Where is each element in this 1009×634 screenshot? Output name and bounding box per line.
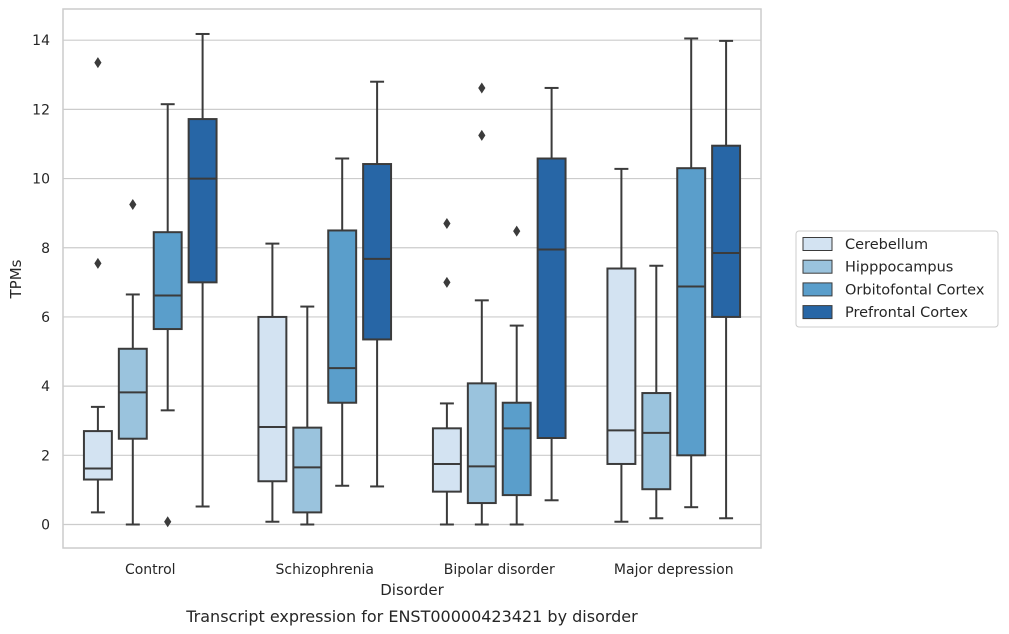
box-body [466, 382, 497, 505]
box [431, 218, 462, 526]
series-0 [82, 57, 637, 526]
y-tick-label: 2 [41, 448, 50, 464]
outlier-point [164, 516, 172, 528]
figure-caption: Transcript expression for ENST0000042342… [185, 607, 638, 626]
box [536, 86, 567, 502]
outlier-point [478, 129, 486, 141]
box [292, 305, 323, 526]
box [362, 80, 393, 488]
y-tick-label: 4 [41, 379, 50, 395]
series-2 [152, 37, 707, 528]
box-series [82, 32, 742, 528]
y-tick-label: 14 [32, 33, 50, 49]
box-body [257, 315, 288, 483]
box-body [292, 426, 323, 514]
box-body [501, 401, 532, 497]
x-axis-ticks: Control Schizophrenia Bipolar disorder Majo… [125, 562, 734, 578]
series-1 [117, 82, 672, 526]
box-body [641, 392, 672, 491]
outlier-point [478, 82, 486, 94]
box [117, 199, 148, 526]
box [82, 57, 113, 514]
x-tick-label: Control [125, 562, 176, 578]
box [501, 225, 532, 526]
x-tick-label: Major depression [614, 562, 734, 578]
legend-label: Cerebellum [845, 237, 928, 253]
box [466, 82, 497, 526]
y-axis-label: TPMs [7, 259, 25, 299]
legend-label: Orbitofontal Cortex [845, 282, 985, 298]
box-body [327, 229, 358, 404]
box [257, 242, 288, 523]
outlier-point [513, 225, 521, 237]
box [676, 37, 707, 509]
box [711, 39, 742, 520]
legend-swatch [802, 282, 833, 297]
legend-swatch [802, 237, 833, 251]
box-body [187, 118, 218, 284]
legend: Cerebellum Hipppocampus Orbitofontal Corte… [795, 230, 999, 328]
legend-swatch [802, 305, 833, 320]
y-tick-label: 12 [32, 102, 50, 118]
outlier-point [443, 218, 451, 230]
box-body [82, 430, 113, 481]
y-tick-label: 8 [41, 241, 50, 257]
y-tick-label: 0 [41, 518, 50, 534]
x-axis-label: Disorder [380, 581, 444, 599]
x-tick-label: Bipolar disorder [444, 562, 555, 578]
box [187, 32, 218, 508]
box-body [431, 427, 462, 493]
series-3 [187, 32, 742, 520]
box-body [536, 157, 567, 440]
box-body [152, 231, 183, 331]
box [327, 157, 358, 487]
outlier-point [94, 57, 102, 69]
legend-swatch [802, 259, 833, 274]
outlier-point [129, 199, 137, 211]
box-body [117, 347, 148, 440]
y-tick-label: 10 [32, 172, 50, 188]
box-body [711, 144, 742, 318]
legend-label: Prefrontal Cortex [845, 305, 968, 321]
y-axis-ticks: 0 2 4 6 8 10 12 14 [32, 33, 50, 533]
box-body [362, 163, 393, 341]
outlier-point [94, 257, 102, 269]
box [641, 264, 672, 520]
outlier-point [443, 276, 451, 288]
legend-label: Hipppocampus [845, 260, 953, 276]
box-body [606, 267, 637, 465]
box-body [676, 167, 707, 457]
box [606, 167, 637, 523]
y-tick-label: 6 [41, 310, 50, 326]
box [152, 103, 183, 528]
x-tick-label: Schizophrenia [276, 562, 374, 578]
legend-frame [795, 230, 999, 328]
plot-area-frame [62, 8, 762, 549]
